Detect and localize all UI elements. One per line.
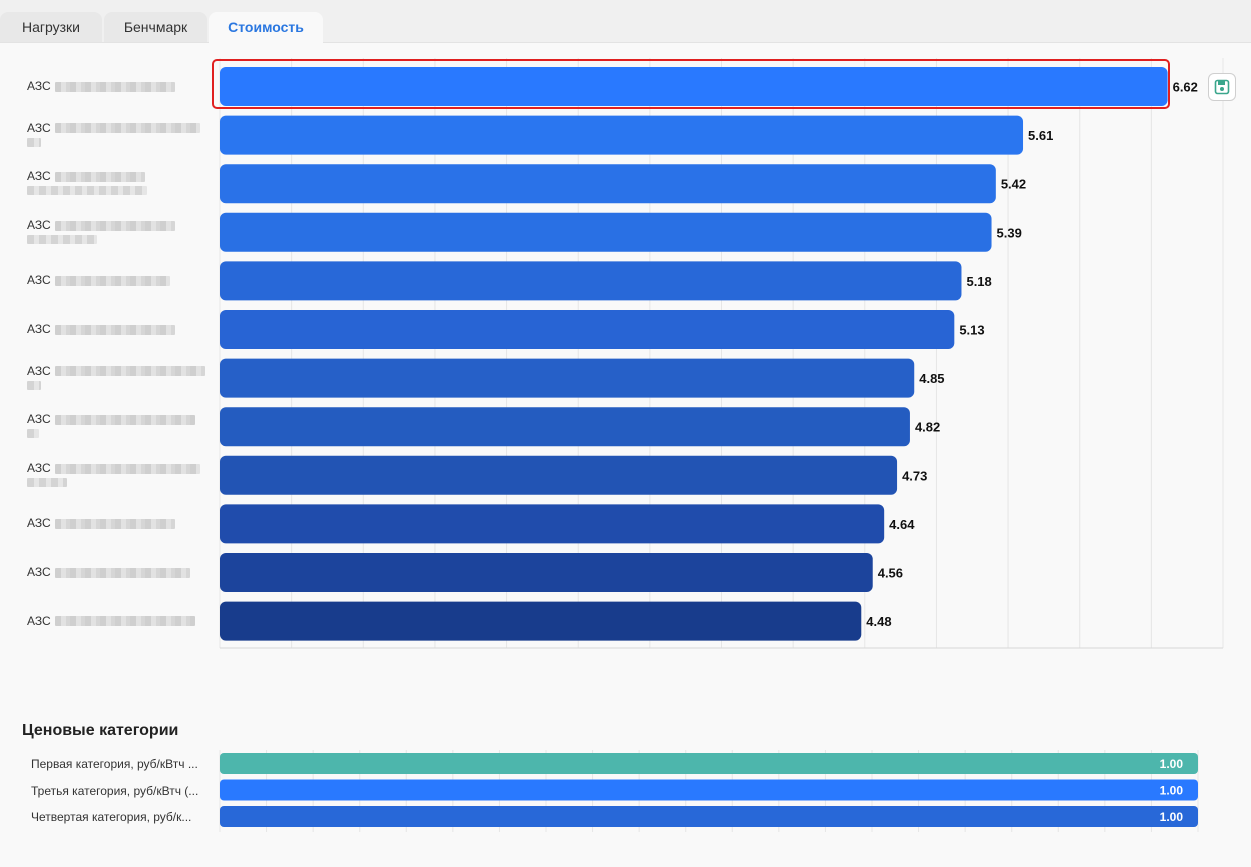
bar-value-label: 6.62 (1173, 80, 1198, 95)
tab-benchmark[interactable]: Бенчмарк (104, 12, 207, 42)
station-label: АЗС (27, 517, 212, 530)
bar-value-label: 5.13 (959, 323, 984, 338)
station-label: АЗС (27, 413, 212, 439)
station-label: АЗС (27, 323, 212, 336)
redacted-text (54, 415, 195, 426)
station-label-text: АЗС (27, 218, 51, 232)
redacted-text (54, 567, 190, 578)
station-label: АЗС (27, 219, 212, 244)
station-label-text: АЗС (27, 274, 51, 288)
bar-value-label: 5.18 (966, 274, 991, 289)
bar (220, 212, 992, 252)
category-value-label: 1.00 (1160, 757, 1184, 771)
station-label-text: АЗС (27, 517, 51, 531)
redacted-text (54, 172, 145, 183)
bar-value-label: 4.85 (919, 371, 944, 386)
tab-cost[interactable]: Стоимость (209, 12, 323, 43)
station-label: АЗС (27, 80, 212, 93)
category-label: Четвертая категория, руб/к... (31, 810, 192, 824)
redacted-text (27, 234, 97, 244)
station-label-text: АЗС (27, 566, 51, 579)
station-label-text: АЗС (27, 614, 51, 628)
bar-value-label: 5.39 (997, 225, 1022, 240)
station-label-text: АЗС (27, 461, 51, 475)
bar (220, 601, 862, 641)
bar (220, 67, 1168, 106)
bar-value-label: 4.64 (889, 517, 915, 532)
category-value-label: 1.00 (1160, 810, 1184, 824)
category-bar (220, 779, 1198, 801)
station-label-text: АЗС (27, 413, 51, 427)
station-label: АЗС (27, 566, 212, 579)
redacted-text (27, 186, 147, 196)
bar (220, 358, 915, 398)
save-button[interactable] (1208, 73, 1236, 101)
category-bar (220, 753, 1198, 774)
redacted-text (54, 366, 205, 377)
bar (220, 407, 910, 447)
bar-value-label: 4.48 (866, 614, 891, 629)
selected-bar-highlight (212, 59, 1170, 109)
station-label: АЗС (27, 122, 212, 147)
tab-loads[interactable]: Нагрузки (0, 12, 102, 42)
station-label-text: АЗС (27, 170, 51, 184)
bar (220, 164, 996, 204)
redacted-text (27, 380, 41, 390)
station-label: АЗС (27, 170, 212, 196)
bar (220, 115, 1024, 155)
redacted-text (27, 137, 41, 147)
redacted-text (54, 220, 175, 231)
station-label: АЗС (27, 274, 212, 287)
redacted-text (54, 276, 170, 287)
redacted-text (27, 429, 39, 439)
station-label-text: АЗС (27, 80, 51, 93)
redacted-text (54, 81, 175, 92)
category-label: Третья категория, руб/кВтч (... (31, 783, 199, 798)
bar (220, 553, 873, 592)
redacted-text (27, 477, 67, 487)
station-label-text: АЗС (27, 364, 51, 378)
redacted-text (54, 616, 195, 627)
redacted-text (54, 324, 175, 335)
redacted-text (54, 519, 175, 530)
station-label: АЗС (27, 462, 212, 487)
station-label-text: АЗС (27, 121, 51, 135)
bar-value-label: 4.82 (915, 420, 940, 435)
redacted-text (54, 123, 200, 134)
save-icon (1214, 79, 1230, 95)
bar-value-label: 5.42 (1001, 177, 1026, 192)
category-value-label: 1.00 (1160, 784, 1184, 798)
price-categories-title: Ценовые категории (22, 722, 179, 739)
station-label: АЗС (27, 365, 212, 390)
bar-value-label: 4.56 (878, 566, 903, 581)
bar (220, 455, 898, 495)
category-label: Первая категория, руб/кВтч ... (31, 757, 198, 771)
bar (220, 310, 955, 349)
station-label: АЗС (27, 615, 212, 628)
bar (220, 504, 885, 544)
bar (220, 261, 962, 301)
redacted-text (54, 463, 200, 474)
bar-value-label: 4.73 (902, 468, 927, 483)
bar-value-label: 5.61 (1028, 128, 1053, 143)
category-bar (220, 806, 1198, 827)
tab-bar: Нагрузки Бенчмарк Стоимость (0, 0, 1251, 43)
station-label-text: АЗС (27, 323, 51, 336)
